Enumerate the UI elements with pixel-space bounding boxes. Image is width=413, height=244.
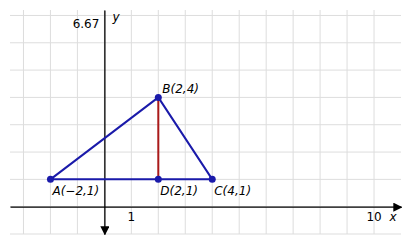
x-axis-label: x	[388, 210, 397, 224]
grid-line-x	[374, 10, 375, 234]
axis-value-label: 10	[366, 210, 381, 224]
grid-line-x	[266, 10, 267, 234]
point	[47, 176, 54, 183]
grid-line-y	[10, 97, 401, 98]
axis-value-label: 6.67	[73, 17, 100, 31]
y-axis-line	[104, 11, 105, 235]
grid-line-y	[10, 124, 401, 125]
point	[155, 176, 162, 183]
marks	[47, 94, 216, 183]
point	[209, 176, 216, 183]
point-label: B(2,4)	[162, 82, 199, 96]
texts: x y 1 10 6.67 A(−2,1) B(2,4) C(4,1) D(2,1)	[51, 10, 397, 225]
point-label: D(2,1)	[160, 184, 198, 198]
grid-line-x	[77, 10, 78, 234]
point-label: A(−2,1)	[51, 184, 99, 198]
grid-line-x	[347, 10, 348, 234]
grid-line-x	[239, 10, 240, 234]
point-label: C(4,1)	[214, 184, 251, 198]
grid-line-y	[10, 70, 401, 71]
grid-line-x	[104, 10, 105, 234]
grid-line-x	[131, 10, 132, 234]
grid-line-x	[23, 10, 24, 234]
grid-line-y	[10, 152, 401, 153]
grid-line-y	[10, 206, 401, 207]
grid-line-x	[158, 10, 159, 234]
grid-line-x	[50, 10, 51, 234]
line	[50, 97, 212, 179]
chart: x y 1 10 6.67 A(−2,1) B(2,4) C(4,1) D(2,1)	[0, 0, 413, 244]
axis-value-label: 1	[128, 210, 136, 224]
y-axis	[104, 11, 105, 235]
grid-line-y	[10, 15, 401, 16]
grid-line-y	[10, 234, 401, 235]
point	[155, 94, 162, 101]
x-axis	[11, 207, 402, 208]
grid-line-y	[10, 42, 401, 43]
grid-line-x	[293, 10, 294, 234]
line	[157, 97, 159, 179]
grid-line-x	[185, 10, 186, 234]
y-axis-label: y	[111, 10, 120, 24]
x-axis-line	[11, 207, 402, 208]
grid	[10, 10, 401, 234]
grid-line-x	[320, 10, 321, 234]
grid-line-x	[212, 10, 213, 234]
